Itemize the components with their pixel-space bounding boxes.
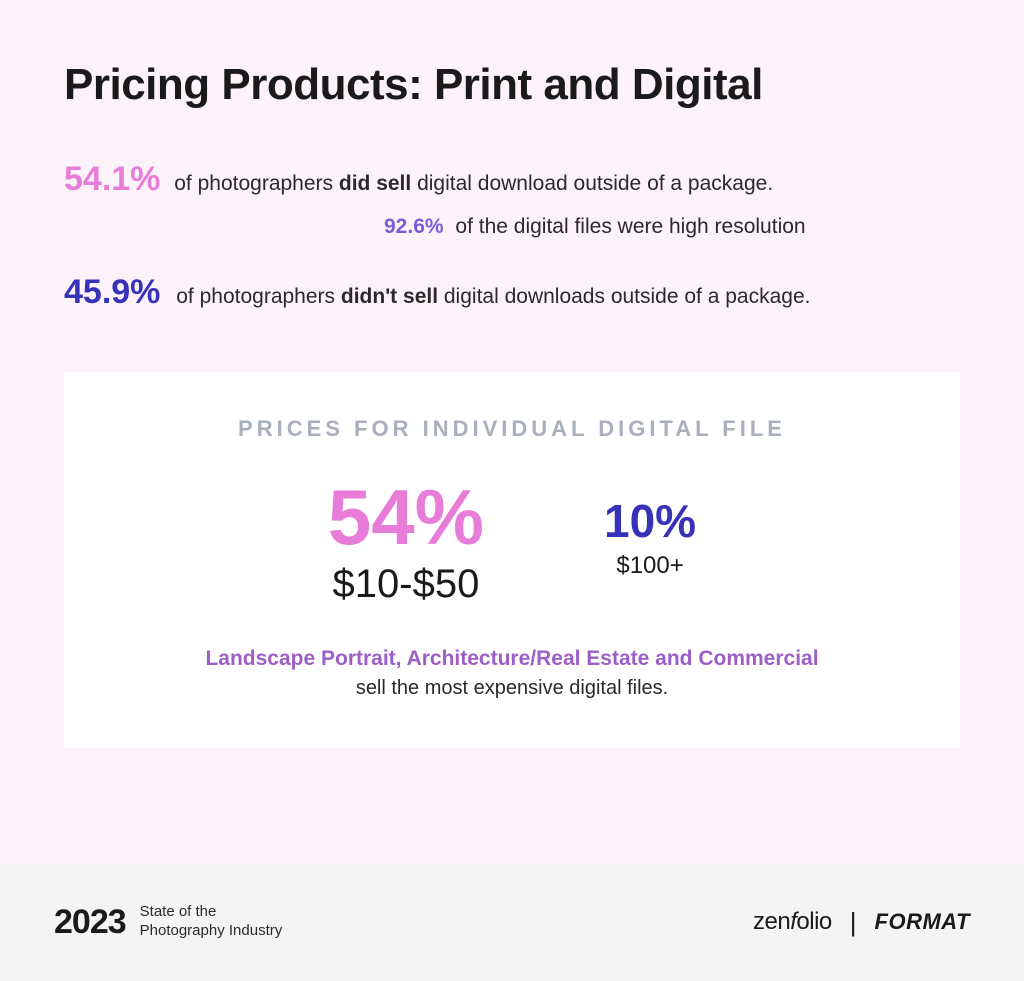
stat-didnt-sell: 45.9% of photographers didn't sell digit… <box>64 267 960 318</box>
price-low-pct: 54% <box>328 478 484 556</box>
page-title: Pricing Products: Print and Digital <box>64 60 960 110</box>
footer-subtitle-line2: Photography Industry <box>140 922 283 939</box>
price-high-range: $100+ <box>604 552 696 580</box>
stat-didnt-sell-bold: didn't sell <box>341 285 438 308</box>
stat-did-sell: 54.1% of photographers did sell digital … <box>64 154 960 205</box>
stat-didnt-sell-prefix: of photographers <box>176 285 341 308</box>
brand-divider: | <box>850 907 857 938</box>
stat-didnt-sell-pct: 45.9% <box>64 273 160 311</box>
stat-didnt-sell-suffix: digital downloads outside of a package. <box>438 285 810 308</box>
price-low-range: $10-$50 <box>328 562 484 607</box>
footer-left: 2023 State of the Photography Industry <box>54 903 282 942</box>
footer-year: 2023 <box>54 903 126 942</box>
price-caption-bold: Landscape Portrait, Architecture/Real Es… <box>104 647 920 671</box>
stat-high-res-pct: 92.6% <box>384 215 444 238</box>
price-col-high: 10% $100+ <box>604 478 696 580</box>
stat-high-res-text: of the digital files were high resolutio… <box>455 215 805 238</box>
brand-zenfolio: zenfolio <box>753 908 832 936</box>
footer-subtitle-line1: State of the <box>140 903 217 920</box>
stat-high-res: 92.6% of the digital files were high res… <box>384 215 960 239</box>
brand-format: FORMAT <box>875 909 970 935</box>
stat-did-sell-pct: 54.1% <box>64 160 160 198</box>
stat-did-sell-bold: did sell <box>339 172 411 195</box>
price-card: PRICES FOR INDIVIDUAL DIGITAL FILE 54% $… <box>64 372 960 748</box>
price-col-low: 54% $10-$50 <box>328 478 484 607</box>
footer-right: zenfolio | FORMAT <box>753 907 970 938</box>
footer-subtitle: State of the Photography Industry <box>140 903 283 941</box>
stat-did-sell-prefix: of photographers <box>174 172 339 195</box>
stat-did-sell-suffix: digital download outside of a package. <box>411 172 773 195</box>
price-caption-rest: sell the most expensive digital files. <box>104 677 920 700</box>
page-content: Pricing Products: Print and Digital 54.1… <box>0 0 1024 748</box>
price-card-heading: PRICES FOR INDIVIDUAL DIGITAL FILE <box>104 416 920 442</box>
price-high-pct: 10% <box>604 498 696 544</box>
footer: 2023 State of the Photography Industry z… <box>0 863 1024 981</box>
price-row: 54% $10-$50 10% $100+ <box>104 478 920 607</box>
